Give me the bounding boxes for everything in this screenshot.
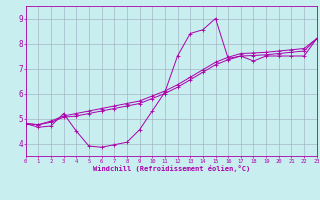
X-axis label: Windchill (Refroidissement éolien,°C): Windchill (Refroidissement éolien,°C): [92, 165, 250, 172]
